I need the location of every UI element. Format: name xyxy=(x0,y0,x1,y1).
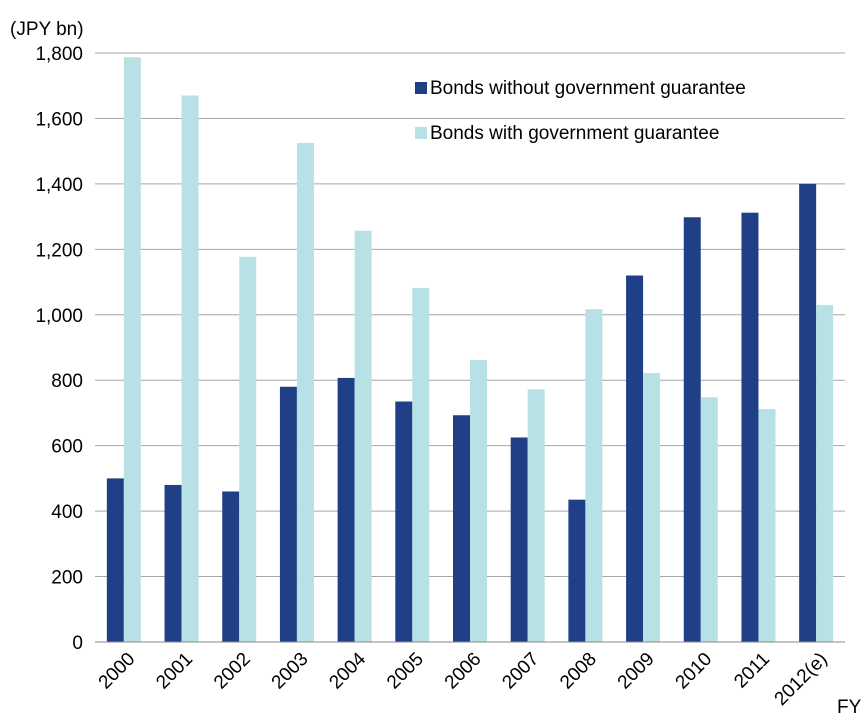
bar-with-guarantee-2009 xyxy=(643,373,661,642)
x-tick-label: 2002 xyxy=(210,649,255,694)
legend-swatch xyxy=(415,82,427,94)
bar-with-guarantee-2000 xyxy=(123,57,141,642)
y-tick-label: 1,200 xyxy=(35,240,83,261)
x-tick-label: 2001 xyxy=(152,649,197,694)
bar-without-guarantee-2000 xyxy=(106,478,124,642)
bar-with-guarantee-2001 xyxy=(181,95,199,643)
y-tick-label: 600 xyxy=(51,437,83,458)
bar-with-guarantee-2008 xyxy=(585,309,603,642)
bar-without-guarantee-2012(e) xyxy=(799,183,817,642)
legend-label: Bonds with government guarantee xyxy=(430,123,719,144)
bar-with-guarantee-2005 xyxy=(412,287,430,642)
y-tick-label: 800 xyxy=(51,371,83,392)
bar-with-guarantee-2011 xyxy=(758,409,776,642)
bar-without-guarantee-2008 xyxy=(568,499,586,642)
y-axis-ticks: 0 200 400 600 800 1,000 1,200 1,400 1,600 1,800 xyxy=(35,44,83,654)
x-tick-label: 2011 xyxy=(730,649,774,693)
bar-with-guarantee-2007 xyxy=(527,389,545,642)
legend: Bonds without government guarantee Bonds … xyxy=(415,78,746,144)
x-tick-label: 2000 xyxy=(95,649,140,694)
legend-label: Bonds without government guarantee xyxy=(430,78,746,99)
bar-without-guarantee-2007 xyxy=(510,437,528,642)
y-tick-label: 400 xyxy=(51,502,83,523)
y-tick-label: 1,800 xyxy=(35,44,83,65)
bar-without-guarantee-2003 xyxy=(279,386,297,642)
bar-without-guarantee-2005 xyxy=(395,401,413,642)
x-axis-ticks: 2000 2001 2002 2003 2004 2005 2006 2007 2008 2009… xyxy=(95,648,832,709)
bar-without-guarantee-2002 xyxy=(222,491,240,642)
bar-with-guarantee-2004 xyxy=(354,230,372,642)
y-tick-label: 1,600 xyxy=(35,109,83,130)
x-axis-label: FY xyxy=(837,697,862,718)
y-tick-label: 200 xyxy=(51,568,83,589)
y-tick-label: 0 xyxy=(72,633,83,654)
x-tick-label: 2008 xyxy=(556,649,601,694)
legend-swatch xyxy=(415,127,427,139)
bar-without-guarantee-2001 xyxy=(164,484,182,642)
gridlines xyxy=(95,52,845,578)
x-tick-label: 2006 xyxy=(441,649,486,694)
x-tick-label: 2007 xyxy=(498,649,543,694)
bar-without-guarantee-2010 xyxy=(683,217,701,642)
x-tick-label: 2010 xyxy=(672,649,717,694)
x-tick-label: 2003 xyxy=(268,649,313,694)
y-tick-label: 1,000 xyxy=(35,306,83,327)
x-tick-label: 2005 xyxy=(383,649,428,694)
bar-with-guarantee-2003 xyxy=(296,142,314,642)
bars xyxy=(106,57,834,643)
bar-with-guarantee-2002 xyxy=(239,256,257,642)
bar-with-guarantee-2006 xyxy=(470,359,487,642)
bar-with-guarantee-2012(e) xyxy=(816,304,834,642)
x-tick-label: 2004 xyxy=(325,648,370,693)
x-tick-label: 2009 xyxy=(614,649,659,694)
y-axis-label: (JPY bn) xyxy=(10,19,84,40)
bar-without-guarantee-2011 xyxy=(741,212,759,642)
x-tick-label: 2012(e) xyxy=(771,649,832,710)
y-tick-label: 1,400 xyxy=(35,175,83,196)
bar-without-guarantee-2006 xyxy=(453,415,470,642)
bar-without-guarantee-2004 xyxy=(337,377,355,642)
bar-with-guarantee-2010 xyxy=(700,397,718,642)
bar-without-guarantee-2009 xyxy=(626,275,644,642)
